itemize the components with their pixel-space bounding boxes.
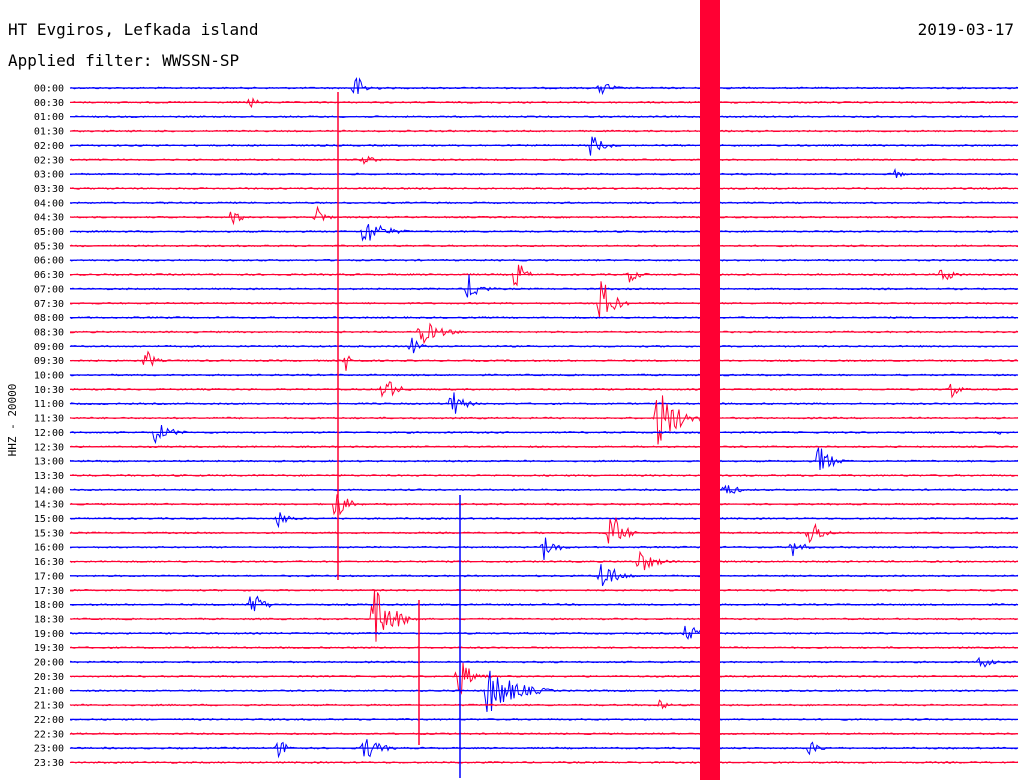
row-label: 21:00 [34,686,64,697]
row-label: 07:30 [34,299,64,310]
row-label: 06:30 [34,270,64,281]
row-label: 04:00 [34,198,64,209]
row-label: 04:30 [34,213,64,224]
trace-line [69,425,1019,445]
row-label: 15:00 [34,514,64,525]
trace-line [69,281,1019,318]
row-label: 17:00 [34,571,64,582]
row-label: 10:30 [34,385,64,396]
row-label: 14:30 [34,500,64,511]
row-label: 08:30 [34,327,64,338]
row-label: 02:30 [34,155,64,166]
row-label: 21:30 [34,701,64,712]
row-label: 15:30 [34,528,64,539]
trace-line [69,699,1019,710]
row-label: 23:00 [34,744,64,755]
row-label: 14:00 [34,485,64,496]
trace-line [69,337,1019,354]
trace-line [70,625,1019,640]
row-label: 13:00 [34,457,64,468]
row-label: 13:30 [34,471,64,482]
filter-label: Applied filter: WWSSN-SP [8,51,240,70]
row-label: 00:00 [34,84,64,95]
trace-line [69,136,1019,156]
trace-group [69,0,1019,780]
y-axis-label: HHZ - 20000 [6,384,19,457]
row-label: 01:30 [34,127,64,138]
row-label: 12:00 [34,428,64,439]
row-label: 09:00 [34,342,64,353]
row-label: 07:00 [34,284,64,295]
trace-line [69,322,1019,345]
row-label: 19:30 [34,643,64,654]
row-label: 09:30 [34,356,64,367]
station-title: HT Evgiros, Lefkada island [8,20,259,39]
row-label: 22:00 [34,715,64,726]
row-label: 17:30 [34,586,64,597]
trace-line [69,512,1019,529]
trace-line [69,392,1019,414]
trace-line [69,447,1019,471]
row-label: 00:30 [34,98,64,109]
row-label: 02:00 [34,141,64,152]
trace-line [69,595,1019,612]
row-label: 12:30 [34,442,64,453]
row-label: 22:30 [34,729,64,740]
row-label: 19:00 [34,629,64,640]
trace-line [69,274,1019,298]
row-label: 10:00 [34,371,64,382]
row-label: 06:00 [34,256,64,267]
row-label: 05:00 [34,227,64,238]
trace-line [69,350,1019,371]
trace-line [69,224,1019,242]
row-label: 08:00 [34,313,64,324]
trace-line [69,537,1019,561]
row-label: 18:00 [34,600,64,611]
row-label: 11:00 [34,399,64,410]
saturated-event-band [700,0,720,780]
row-label: 11:30 [34,414,64,425]
row-label: 05:30 [34,241,64,252]
row-label: 01:00 [34,112,64,123]
row-label-group: 00:00 00:30 01:00 01:30 02:00 02:30 03:00 03:30… [34,84,64,769]
row-label: 16:00 [34,543,64,554]
row-label: 20:00 [34,658,64,669]
row-label: 03:00 [34,170,64,181]
row-label: 16:30 [34,557,64,568]
row-label: 23:30 [34,758,64,769]
row-label: 18:30 [34,614,64,625]
trace-line [69,77,1019,96]
row-label: 20:30 [34,672,64,683]
trace-line [69,205,1019,226]
date-label: 2019-03-17 [917,20,1014,39]
row-label: 03:30 [34,184,64,195]
trace-line [69,395,1019,445]
trace-line [69,564,1019,587]
trace-line [69,516,1018,544]
